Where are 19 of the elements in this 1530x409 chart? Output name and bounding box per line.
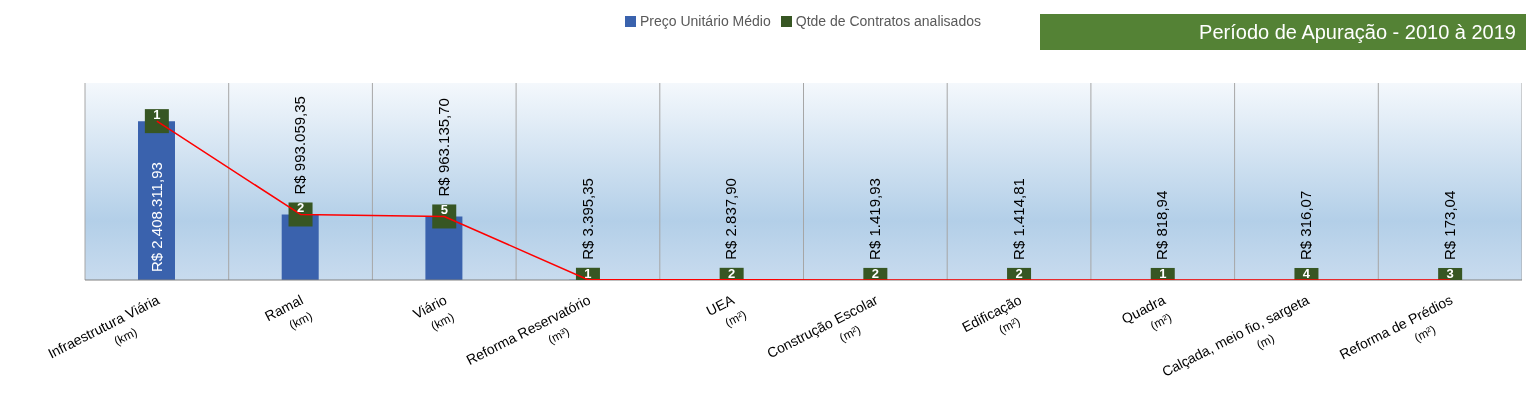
legend-label: Preço Unitário Médio [640,13,771,29]
data-label: R$ 2.408.311,93 [147,162,165,272]
chart-title: Período de Apuração - 2010 à 2019 [1040,14,1526,50]
legend-label: Qtde de Contratos analisados [795,13,981,29]
data-label: R$ 818,94 [1153,190,1171,260]
data-label: R$ 963.135,70 [434,98,452,197]
annotation: 1 [153,107,161,123]
data-label: R$ 3.395,35 [578,178,596,260]
data-label: R$ 1.419,93 [866,178,883,260]
annotation: 5 [440,202,448,218]
annotation: 2 [296,200,305,216]
point [144,109,169,134]
data-label: R$ 993.059,35 [291,96,309,195]
x-tick-label: Viário (km) [410,291,457,334]
x-tick-label: UEA (m²) [703,291,749,330]
data-label: R$ 1.414,81 [1009,178,1027,260]
data-label: R$ 2.837,90 [722,178,740,260]
data-label: R$ 173,04 [1440,190,1458,260]
data-label: R$ 316,07 [1297,190,1315,260]
